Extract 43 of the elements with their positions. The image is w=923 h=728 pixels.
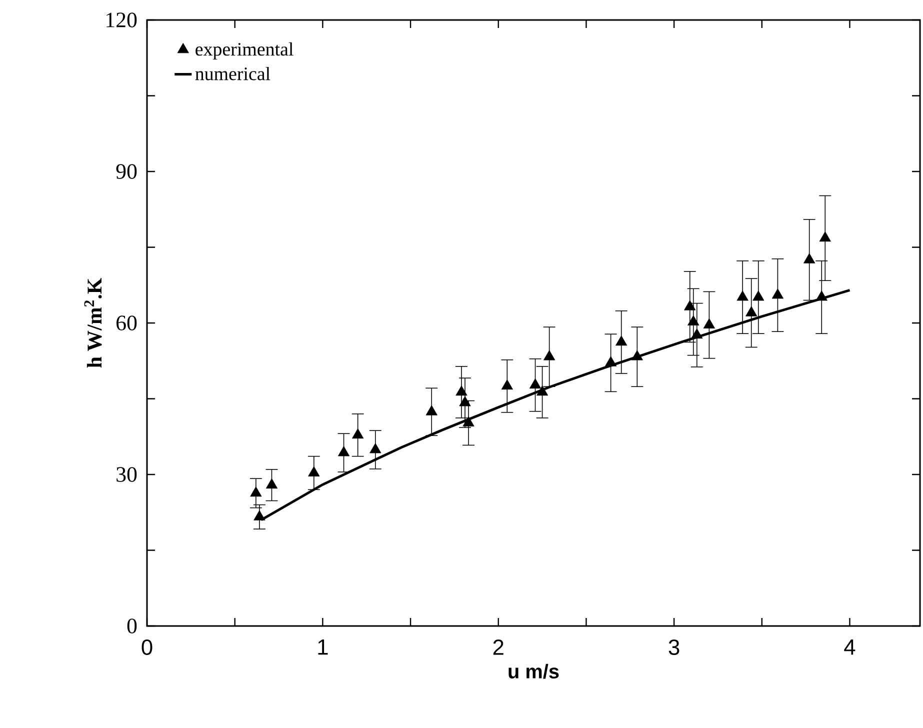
point (529, 378, 542, 389)
point (456, 385, 468, 396)
y-tick-label: 90 (116, 164, 137, 179)
point (462, 416, 474, 426)
point (688, 315, 700, 326)
point (426, 405, 438, 416)
point (804, 253, 816, 264)
point (816, 290, 828, 301)
point (684, 300, 696, 310)
point (703, 318, 715, 328)
point (772, 288, 784, 299)
point (544, 350, 556, 360)
point (746, 306, 758, 316)
x-axis-title: u m/s (508, 664, 559, 679)
x-tick-label: 0 (142, 640, 152, 656)
point (266, 478, 278, 489)
y-tick-label: 120 (106, 12, 137, 28)
point (459, 396, 471, 406)
point (819, 231, 831, 242)
point (352, 428, 364, 439)
point (370, 443, 382, 454)
point (536, 385, 548, 396)
point (338, 446, 350, 456)
y-tick-label: 0 (127, 618, 137, 634)
point (691, 328, 703, 339)
x-tick-label: 1 (318, 640, 328, 655)
y-tick-label: 30 (116, 467, 137, 482)
point (604, 356, 617, 366)
point (736, 290, 748, 301)
x-tick-label: 4 (844, 640, 856, 655)
point (616, 336, 628, 346)
point (254, 510, 266, 520)
point (501, 379, 513, 390)
point (631, 350, 643, 360)
x-tick-label: 2 (493, 640, 504, 655)
y-tick-label: 60 (116, 316, 137, 330)
point (308, 466, 320, 476)
legend-label: experimental (196, 42, 294, 60)
point (250, 486, 262, 497)
x-tick-label: 3 (668, 640, 680, 656)
point (752, 290, 764, 301)
legend-label: numerical (195, 66, 270, 80)
y-axis-title: h W/m$^{2}$.K (84, 278, 102, 368)
